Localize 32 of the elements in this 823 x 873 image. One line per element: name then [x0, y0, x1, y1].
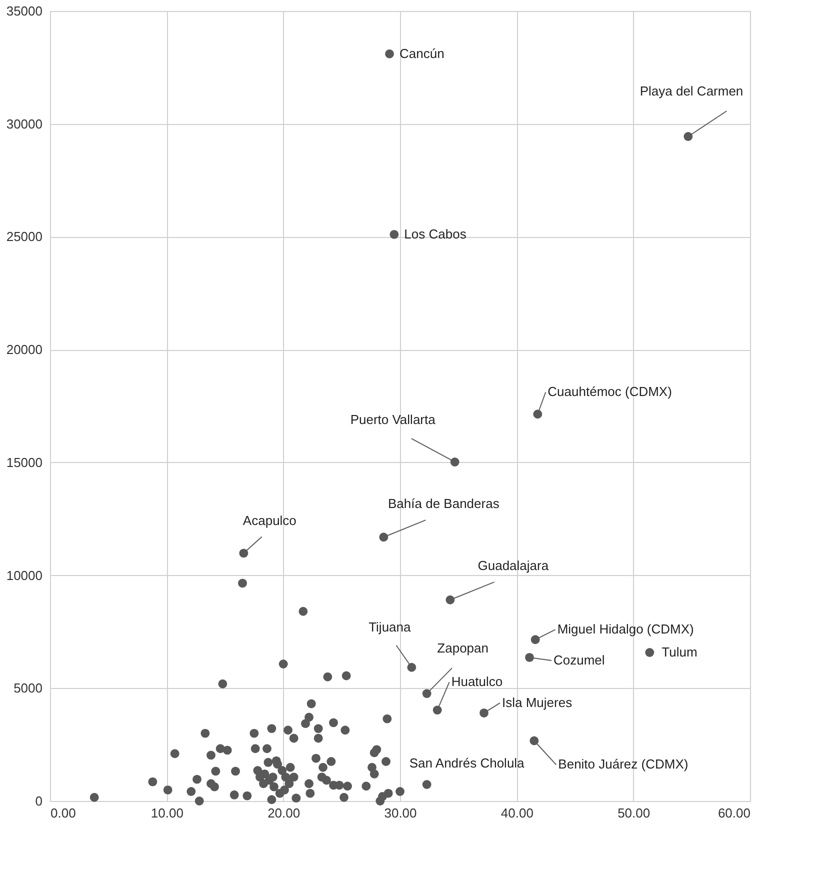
annotation: Acapulco	[242, 513, 296, 528]
y-tick-label: 5000	[14, 680, 42, 696]
annotation: Tulum	[662, 644, 698, 660]
x-tick-label: 60.00	[718, 806, 750, 820]
y-tick-label: 10000	[6, 568, 42, 583]
x-tick-label: 10.00	[150, 806, 184, 820]
annotation: Miguel Hidalgo (CDMX)	[557, 622, 694, 637]
y-tick-label: 30000	[6, 116, 42, 132]
x-tick-label: 20.00	[268, 806, 300, 820]
annotation: Puerto Vallarta	[350, 412, 436, 427]
annotation: Bahía de Banderas	[388, 496, 500, 512]
annotation: Isla Mujeres	[502, 694, 573, 710]
annotation: Zapopan	[437, 640, 488, 656]
x-tick-label: 0.00	[50, 806, 76, 820]
annotation: Playa del Carmen	[640, 83, 744, 98]
y-tick-label: 15000	[6, 454, 42, 470]
x-tick-label: 50.00	[618, 806, 650, 820]
annotation: San Andrés Cholula	[409, 756, 526, 771]
annotation: Cozumel	[554, 652, 605, 668]
y-tick-label: 25000	[6, 229, 42, 244]
annotation: Benito Juárez (CDMX)	[558, 756, 688, 772]
x-tick-label: 30.00	[384, 806, 417, 820]
annotation: Huatulco	[451, 674, 503, 690]
annotation: Guadalajara	[478, 558, 550, 573]
annotation: Los Cabos	[404, 226, 467, 242]
y-tick-label: 35000	[6, 4, 42, 18]
annotation: Cuauhtémoc (CDMX)	[548, 384, 672, 400]
annotation: Cancún	[400, 46, 444, 61]
annotation: Tijuana	[368, 619, 412, 634]
y-tick-label: 0	[35, 794, 42, 808]
x-tick-label: 40.00	[500, 806, 534, 820]
y-tick-label: 20000	[6, 342, 42, 358]
